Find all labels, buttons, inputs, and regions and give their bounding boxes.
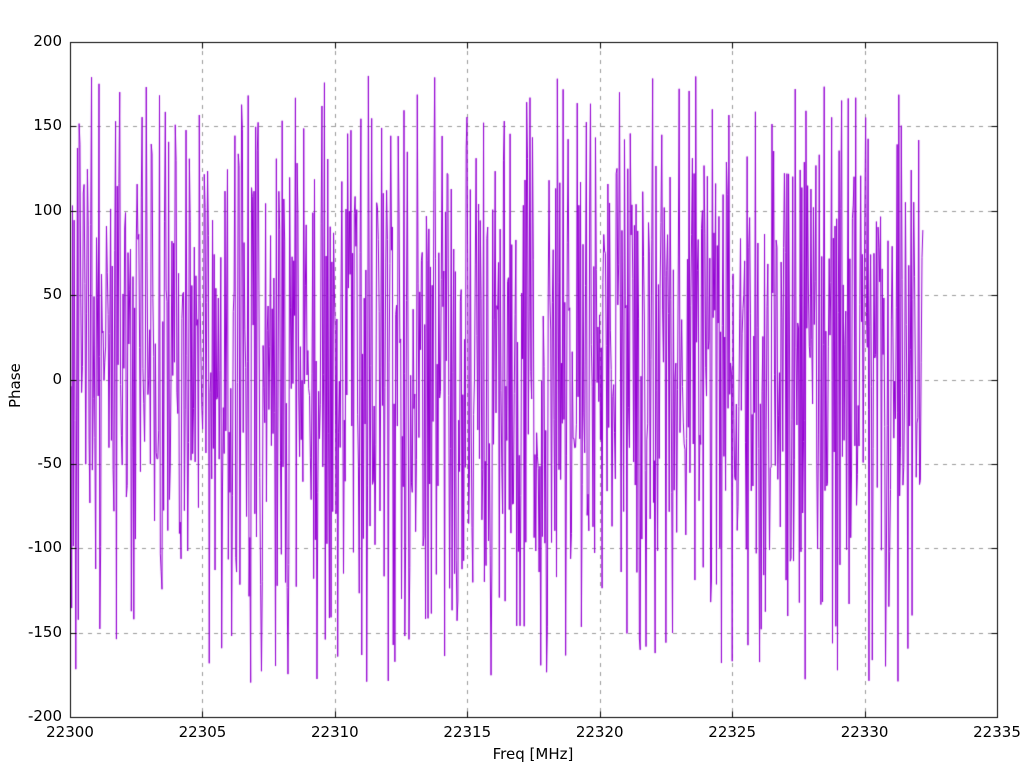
x-tick-label: 22320 <box>575 723 624 741</box>
y-tick-label: 200 <box>33 32 62 50</box>
y-tick-label: -50 <box>37 453 63 472</box>
y-axis-label: Phase <box>6 363 24 408</box>
y-tick-label: 50 <box>42 285 62 304</box>
y-tick-label: -200 <box>27 707 62 725</box>
y-tick-label: -100 <box>27 538 62 557</box>
x-tick-label: 22300 <box>46 723 94 741</box>
x-axis-label: Freq [MHz] <box>492 745 574 763</box>
y-tick-label: 0 <box>52 369 62 388</box>
x-tick-label: 22335 <box>973 723 1021 741</box>
x-tick-label: 22315 <box>443 723 492 741</box>
x-tick-label: 22305 <box>178 723 227 741</box>
x-tick-label: 22330 <box>840 723 889 741</box>
y-tick-label: 150 <box>33 116 62 135</box>
x-tick-label: 22325 <box>708 723 756 741</box>
y-tick-label: -150 <box>27 622 62 641</box>
y-tick-label: 100 <box>33 200 62 219</box>
x-tick-label: 22310 <box>310 723 359 741</box>
